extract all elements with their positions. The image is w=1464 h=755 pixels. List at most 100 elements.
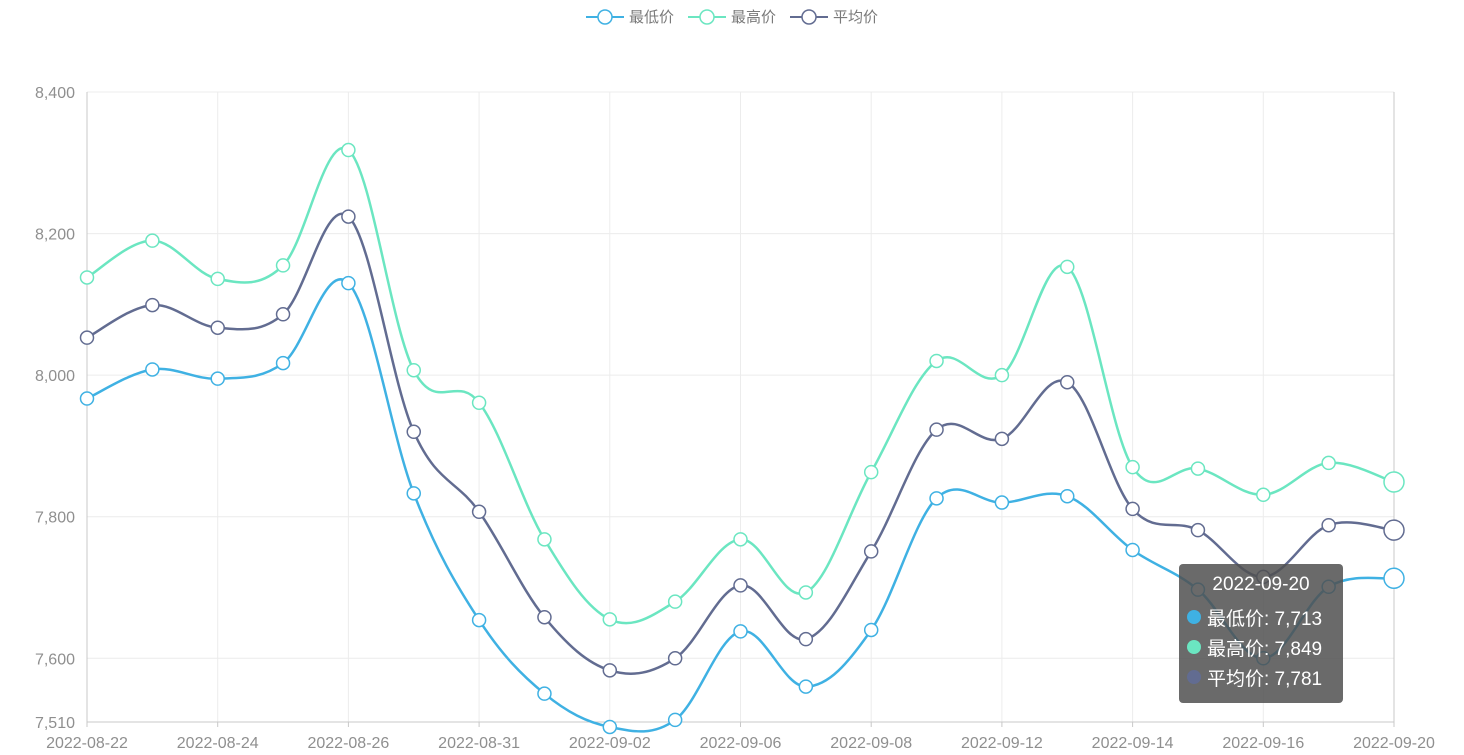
tooltip: 2022-09-20 最低价: 7,713 最高价: 7,849 平均价: 7,… (1179, 564, 1343, 703)
legend-item-avg-price[interactable]: 平均价 (790, 6, 878, 27)
data-point-min-price[interactable] (145, 362, 160, 377)
data-point-max-price[interactable] (733, 532, 748, 547)
data-point-avg-price[interactable] (733, 578, 748, 593)
data-point-min-price[interactable] (798, 679, 814, 694)
data-point-avg-price[interactable] (537, 609, 552, 625)
data-point-max-price[interactable] (667, 594, 683, 609)
x-tick-label: 2022-08-22 (46, 735, 128, 752)
legend-item-min-price[interactable]: 最低价 (585, 6, 674, 27)
data-point-min-price[interactable] (1383, 567, 1405, 590)
data-point-avg-price[interactable] (210, 320, 225, 335)
x-tick-label: 2022-09-06 (700, 735, 782, 752)
tooltip-row-max-price: 最高价: 7,849 (1187, 632, 1335, 662)
data-point-avg-price[interactable] (1383, 519, 1405, 541)
data-point-avg-price[interactable] (341, 209, 356, 224)
data-point-avg-price[interactable] (994, 431, 1010, 447)
x-tick-label: 2022-09-08 (830, 735, 912, 752)
y-tick-label: 7,800 (35, 510, 75, 527)
x-tick-label: 2022-08-26 (307, 735, 389, 752)
data-point-max-price[interactable] (1256, 487, 1271, 503)
data-point-avg-price[interactable] (406, 424, 421, 440)
data-point-avg-price[interactable] (798, 631, 814, 647)
y-tick-label: 8,200 (35, 227, 75, 244)
data-point-max-price[interactable] (471, 395, 487, 411)
data-point-max-price[interactable] (537, 532, 552, 547)
data-point-avg-price[interactable] (602, 663, 618, 678)
legend-label-min-price: 最低价 (628, 9, 674, 26)
x-tick-label: 2022-08-31 (438, 735, 520, 752)
data-point-max-price[interactable] (406, 362, 421, 378)
data-point-avg-price[interactable] (863, 544, 879, 559)
data-point-min-price[interactable] (667, 712, 683, 728)
data-point-min-price[interactable] (1060, 488, 1075, 504)
y-tick-label: 7,600 (35, 651, 75, 668)
tooltip-title: 2022-09-20 (1212, 574, 1310, 595)
data-point-avg-price[interactable] (667, 651, 683, 666)
data-point-min-price[interactable] (994, 495, 1010, 510)
x-tick-label: 2022-09-16 (1222, 735, 1304, 752)
data-point-avg-price[interactable] (145, 297, 160, 313)
data-point-min-price[interactable] (79, 391, 95, 406)
tooltip-label-max-price: 最高价: 7,849 (1207, 638, 1323, 660)
data-point-min-price[interactable] (733, 624, 748, 639)
x-tick-label: 2022-08-24 (177, 735, 259, 752)
data-point-min-price[interactable] (210, 371, 225, 386)
data-point-avg-price[interactable] (275, 307, 291, 322)
data-point-max-price[interactable] (79, 270, 95, 285)
y-axis-ticks: 7,510 7,600 7,800 8,000 8,200 8,400 (35, 85, 75, 732)
series-layer (79, 142, 1405, 735)
y-tick-label: 7,510 (35, 715, 75, 732)
legend-swatch-min-price (585, 8, 624, 25)
data-point-min-price[interactable] (471, 612, 487, 628)
data-point-avg-price[interactable] (1321, 517, 1336, 533)
data-point-max-price[interactable] (210, 271, 225, 287)
tooltip-row-min-price: 最低价: 7,713 (1187, 602, 1335, 632)
data-point-max-price[interactable] (341, 142, 356, 158)
data-point-min-price[interactable] (1125, 542, 1140, 558)
data-point-max-price[interactable] (1125, 459, 1140, 475)
legend-swatch-max-price (687, 8, 726, 25)
x-tick-label: 2022-09-14 (1092, 735, 1174, 752)
data-point-avg-price[interactable] (471, 504, 487, 520)
data-point-min-price[interactable] (341, 275, 356, 291)
x-axis-ticks: 2022-08-22 2022-08-24 2022-08-26 2022-08-31… (46, 735, 1435, 752)
data-point-avg-price[interactable] (1125, 501, 1140, 517)
data-point-max-price[interactable] (863, 464, 879, 480)
data-point-max-price[interactable] (798, 585, 814, 600)
tooltip-dot-min-price (1187, 610, 1201, 624)
x-tick-label: 2022-09-02 (569, 735, 651, 752)
data-point-max-price[interactable] (994, 367, 1010, 383)
tooltip-label-min-price: 最低价: 7,713 (1207, 608, 1323, 630)
data-point-min-price[interactable] (929, 491, 944, 506)
y-tick-label: 8,000 (35, 368, 75, 385)
data-point-max-price[interactable] (1321, 455, 1336, 471)
data-point-avg-price[interactable] (1060, 374, 1075, 390)
data-point-avg-price[interactable] (1190, 522, 1206, 538)
legend-item-max-price[interactable]: 最高价 (687, 6, 776, 27)
tooltip-row-avg-price: 平均价: 7,781 (1187, 662, 1335, 692)
x-tick-label: 2022-09-12 (961, 735, 1043, 752)
data-point-min-price[interactable] (863, 622, 879, 638)
legend-label-max-price: 最高价 (730, 9, 776, 26)
legend-label-avg-price: 平均价 (833, 9, 879, 26)
data-point-min-price[interactable] (537, 686, 552, 701)
data-point-max-price[interactable] (1190, 461, 1206, 476)
tooltip-dot-max-price (1187, 640, 1201, 654)
data-point-max-price[interactable] (929, 353, 944, 369)
data-point-max-price[interactable] (1060, 259, 1075, 275)
data-point-min-price[interactable] (602, 719, 618, 735)
data-point-min-price[interactable] (275, 355, 291, 371)
data-point-max-price[interactable] (602, 612, 618, 627)
x-tick-label: 2022-09-20 (1353, 735, 1435, 752)
legend-swatch-avg-price (790, 8, 828, 25)
legend: 最低价 最高价 平均价 (0, 6, 1464, 27)
data-point-max-price[interactable] (145, 233, 160, 248)
tooltip-dot-avg-price (1187, 670, 1201, 684)
data-point-avg-price[interactable] (79, 330, 95, 345)
data-point-min-price[interactable] (406, 486, 421, 501)
data-point-max-price[interactable] (275, 258, 291, 273)
axes (86, 92, 1395, 727)
data-point-avg-price[interactable] (929, 422, 944, 437)
data-point-max-price[interactable] (1383, 471, 1405, 493)
